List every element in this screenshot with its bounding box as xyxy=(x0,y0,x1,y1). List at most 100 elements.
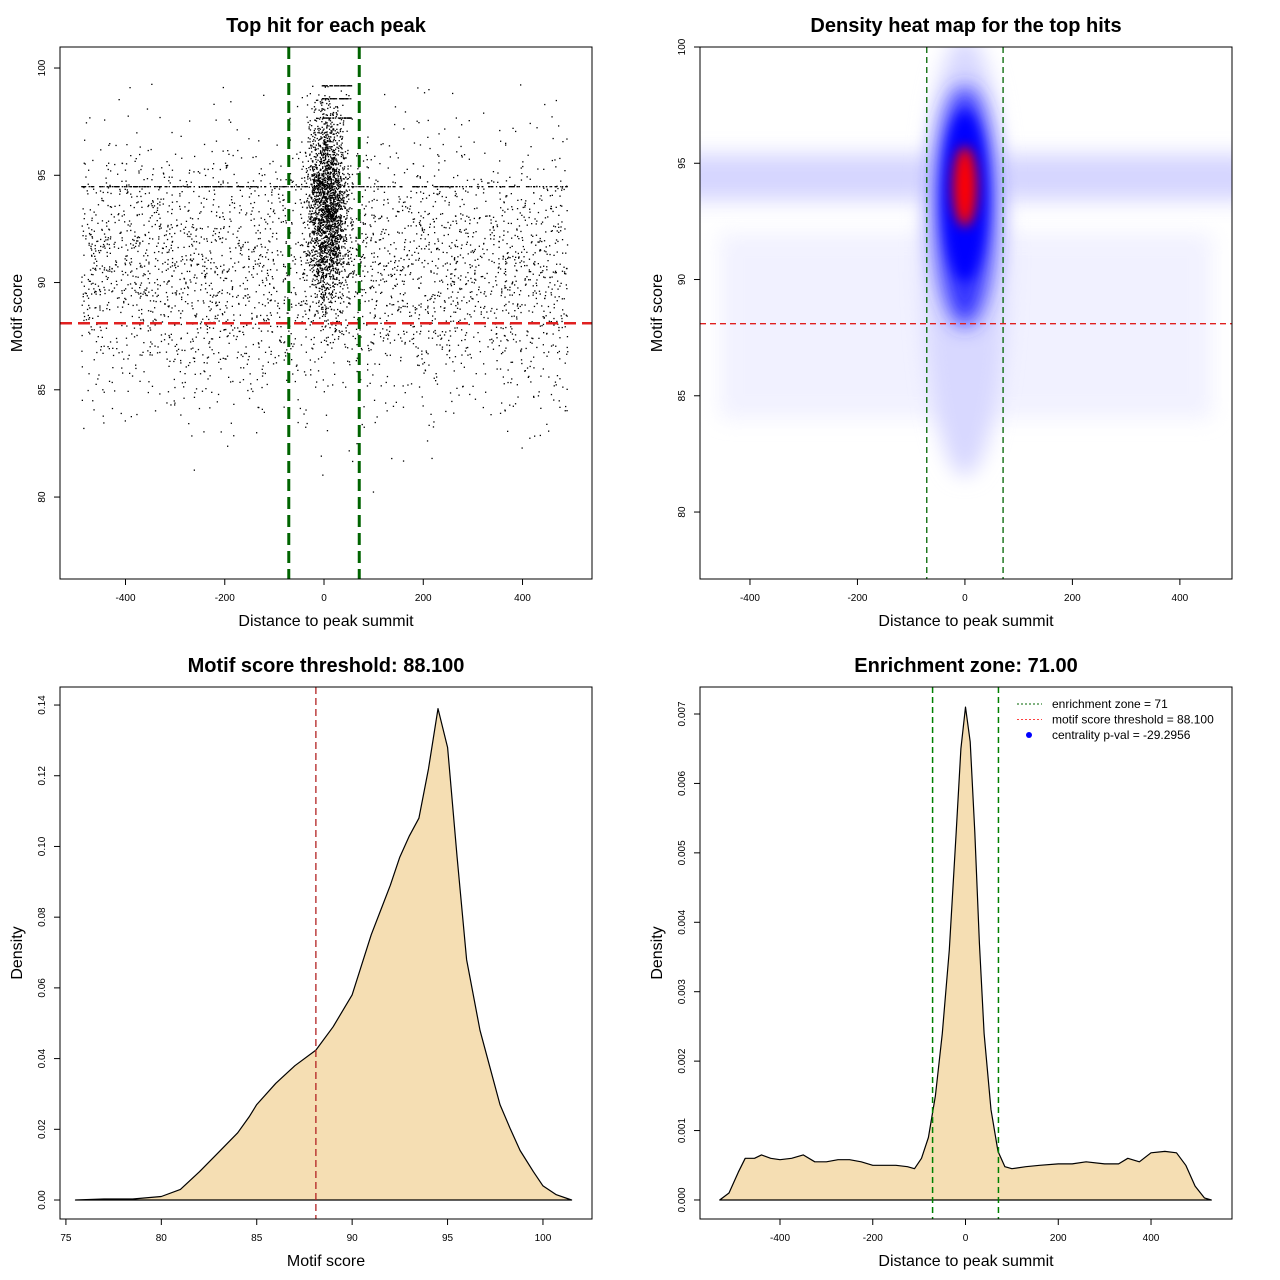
scatter-point xyxy=(227,182,229,184)
scatter-point xyxy=(330,225,333,227)
scatter-point xyxy=(98,250,100,252)
scatter-point xyxy=(343,178,345,180)
scatter-point xyxy=(156,220,158,222)
scatter-point xyxy=(226,164,229,167)
scatter-point xyxy=(507,257,509,259)
scatter-point xyxy=(321,118,324,120)
scatter-point xyxy=(396,210,399,213)
scatter-point xyxy=(342,191,344,193)
scatter-point xyxy=(284,266,286,268)
scatter-point xyxy=(344,191,346,194)
scatter-point xyxy=(315,199,317,201)
scatter-point xyxy=(431,260,433,262)
scatter-point xyxy=(503,202,505,204)
scatter-point xyxy=(105,269,108,271)
scatter-point xyxy=(418,245,420,247)
scatter-point xyxy=(511,245,513,247)
scatter-point xyxy=(325,252,327,254)
scatter-point xyxy=(337,188,339,191)
scatter-point xyxy=(122,372,124,374)
scatter-point xyxy=(357,311,359,314)
scatter-point xyxy=(308,195,310,197)
scatter-point xyxy=(532,294,534,296)
scatter-point xyxy=(329,243,332,246)
scatter-point xyxy=(174,263,176,265)
scatter-point xyxy=(149,300,152,302)
scatter-point xyxy=(335,283,337,285)
scatter-point xyxy=(559,195,561,197)
scatter-point xyxy=(342,202,344,204)
scatter-point xyxy=(317,227,319,230)
scatter-point xyxy=(225,320,227,323)
scatter-point xyxy=(94,255,96,257)
scatter-point xyxy=(88,317,91,319)
scatter-point xyxy=(436,188,439,190)
scatter-point xyxy=(297,421,299,424)
scatter-point xyxy=(428,244,430,246)
scatter-point xyxy=(404,201,406,203)
scatter-point xyxy=(365,292,367,294)
scatter-point xyxy=(171,176,173,178)
scatter-point xyxy=(103,267,106,269)
scatter-point xyxy=(225,277,228,280)
scatter-point xyxy=(374,315,376,318)
scatter-point xyxy=(234,262,236,264)
scatter-point xyxy=(252,180,255,182)
scatter-point xyxy=(342,222,344,225)
scatter-point xyxy=(187,303,189,305)
scatter-point xyxy=(244,288,246,290)
scatter-point xyxy=(280,179,282,181)
scatter-point xyxy=(480,276,482,278)
scatter-point xyxy=(316,278,318,280)
scatter-point xyxy=(353,272,355,274)
scatter-point xyxy=(412,305,414,307)
scatter-point xyxy=(240,226,242,228)
scatter-point xyxy=(158,225,160,228)
scatter-point xyxy=(470,296,472,298)
scatter-point xyxy=(511,294,513,296)
scatter-point xyxy=(538,241,540,243)
scatter-point xyxy=(108,162,110,164)
scatter-point xyxy=(322,252,324,254)
scatter-point xyxy=(404,305,406,308)
scatter-point xyxy=(534,435,536,437)
scatter-point xyxy=(240,354,242,356)
scatter-point xyxy=(308,201,310,203)
scatter-point xyxy=(317,283,319,285)
scatter-point xyxy=(430,270,432,272)
scatter-point xyxy=(331,250,333,252)
scatter-point xyxy=(402,460,405,462)
scatter-point xyxy=(490,290,493,292)
scatter-point xyxy=(336,174,338,176)
scatter-point xyxy=(453,176,455,179)
scatter-point xyxy=(204,265,206,268)
scatter-point xyxy=(282,279,285,281)
scatter-point xyxy=(331,262,333,264)
scatter-point xyxy=(212,327,215,329)
scatter-point xyxy=(350,257,352,259)
scatter-point xyxy=(257,406,259,409)
scatter-point xyxy=(373,256,375,258)
scatter-point xyxy=(321,200,323,202)
scatter-point xyxy=(382,228,384,231)
scatter-point xyxy=(193,171,195,173)
scatter-point xyxy=(149,329,152,331)
scatter-point xyxy=(318,218,320,220)
scatter-point xyxy=(270,314,272,316)
scatter-point xyxy=(526,176,528,178)
scatter-point xyxy=(313,129,315,132)
scatter-point xyxy=(319,116,322,119)
scatter-point xyxy=(188,172,190,174)
scatter-point xyxy=(334,219,336,221)
scatter-point xyxy=(378,363,381,365)
scatter-point xyxy=(517,303,519,306)
scatter-point xyxy=(432,218,434,220)
scatter-point xyxy=(216,304,219,306)
scatter-point xyxy=(408,250,410,252)
scatter-point xyxy=(322,379,324,381)
scatter-point xyxy=(554,159,556,161)
scatter-point xyxy=(317,271,320,274)
scatter-point xyxy=(347,178,349,180)
scatter-point xyxy=(558,231,560,233)
scatter-point xyxy=(347,195,349,197)
